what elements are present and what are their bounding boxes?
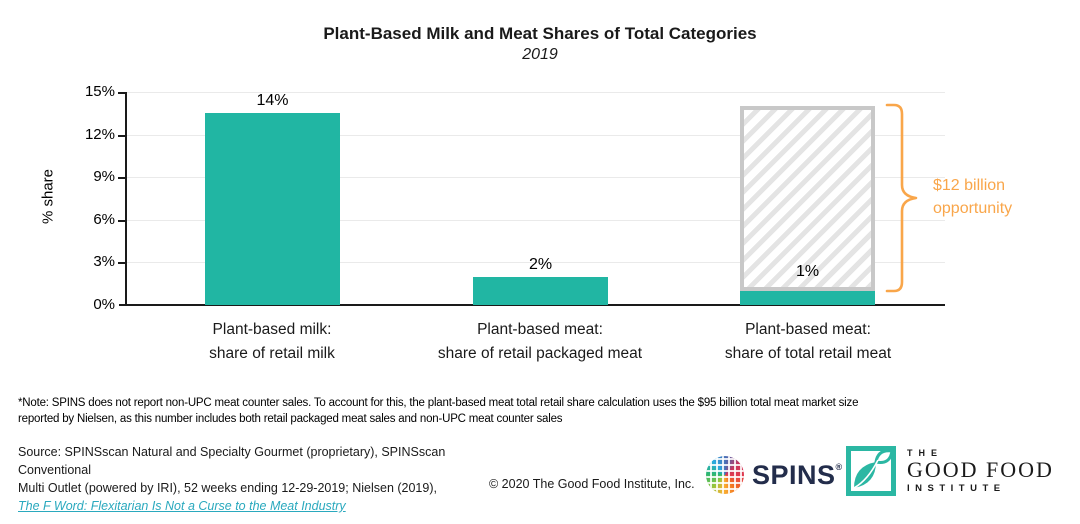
category-label-total-meat: Plant-based meat: share of total retail … [648,318,968,366]
chart-title: Plant-Based Milk and Meat Shares of Tota… [323,24,757,43]
footnote-line2: reported by Nielsen, as this number incl… [18,413,563,425]
category-label-milk: Plant-based milk: share of retail milk [112,318,432,366]
opportunity-bracket [885,103,918,293]
source-line2: Multi Outlet (powered by IRI), 52 weeks … [18,481,437,495]
category-line: share of retail packaged meat [437,345,643,362]
y-axis-title: % share [39,168,57,225]
y-tick [118,135,126,137]
category-line: Plant-based meat: [477,321,603,338]
category-label-packaged-meat: Plant-based meat: share of retail packag… [380,318,700,366]
bar-milk [205,113,340,305]
gfi-inst: INSTITUTE [907,483,1006,494]
bar-packaged-meat [473,276,608,305]
registered-mark: ® [835,461,843,472]
category-line: Plant-based milk: [212,321,332,338]
bar-column-milk: 14% [205,92,340,305]
gfi-name: GOOD FOOD [907,457,1054,482]
chart-subtitle: 2019 [522,46,558,63]
gfi-the: THE [907,448,943,458]
gridline-12 [125,135,945,136]
copyright-text: © 2020 The Good Food Institute, Inc. [489,477,695,491]
x-axis-line [119,304,945,306]
source-block: Source: SPINSscan Natural and Specialty … [18,443,488,515]
bar-value-label: 2% [528,255,553,273]
category-line: share of total retail meat [724,345,892,362]
y-tick-label-15: 15% [84,83,115,100]
gridline-3 [125,262,945,263]
gridline-9 [125,177,945,178]
bar-column-total-meat: 1% [740,92,875,305]
category-line: share of retail milk [209,345,335,362]
y-axis-line [125,92,127,305]
bar-column-packaged-meat: 2% [473,92,608,305]
y-tick-label-9: 9% [93,168,115,185]
gridline-6 [125,220,945,221]
opportunity-label: $12 billion opportunity [933,174,1012,220]
opportunity-label-line2: opportunity [933,200,1013,217]
bar-total-meat [740,290,875,305]
bar-value-label: 14% [256,92,289,109]
source-line1: Source: SPINSscan Natural and Specialty … [18,445,446,477]
y-tick [118,92,126,94]
spins-logo: SPINS® [706,456,843,494]
footnote-line1: *Note: SPINS does not report non-UPC mea… [18,397,859,409]
y-tick-label-0: 0% [93,296,115,313]
spins-globe-icon [706,456,744,494]
gfi-logo: THE GOOD FOOD INSTITUTE [846,446,1054,496]
source-link[interactable]: The F Word: Flexitarian Is Not a Curse t… [18,499,346,513]
y-tick-label-6: 6% [93,211,115,228]
y-tick [118,262,126,264]
opportunity-hatch-box: 1% [740,106,875,291]
gridline-15 [125,92,945,93]
bar-value-label: 1% [795,262,820,280]
y-tick [118,177,126,179]
y-tick [118,220,126,222]
footnote: *Note: SPINS does not report non-UPC mea… [18,395,1068,427]
category-line: Plant-based meat: [745,321,871,338]
spins-wordmark: SPINS [752,459,836,490]
y-tick-label-12: 12% [84,126,115,143]
y-tick-label-3: 3% [93,253,115,270]
gfi-leaf-icon [846,446,896,496]
opportunity-label-line1: $12 billion [933,177,1006,194]
